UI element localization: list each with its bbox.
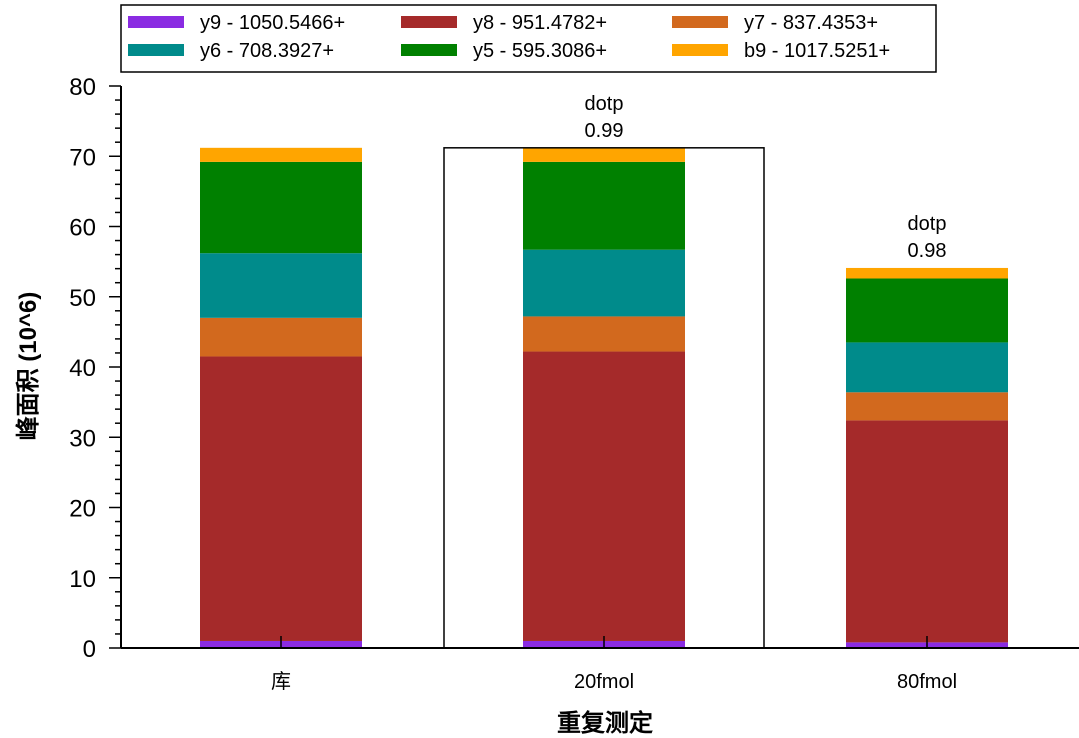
x-tick-label: 库 <box>271 670 291 693</box>
legend-label: y5 - 595.3086+ <box>473 40 607 62</box>
y-tick-label: 70 <box>69 144 96 171</box>
y-tick-label: 0 <box>83 636 96 663</box>
bar-segment[interactable] <box>200 147 362 162</box>
bar-segment[interactable] <box>200 356 362 641</box>
x-tick-label: 20fmol <box>574 671 634 693</box>
bar-segment[interactable] <box>200 317 362 357</box>
bar-segment[interactable] <box>846 392 1008 421</box>
bar-segment[interactable] <box>846 420 1008 643</box>
bar-segment[interactable] <box>523 161 685 250</box>
legend-swatch <box>401 44 457 56</box>
y-tick-label: 60 <box>69 215 96 242</box>
legend-label: y9 - 1050.5466+ <box>200 12 345 34</box>
legend-box <box>120 4 937 73</box>
bar-segment[interactable] <box>846 278 1008 343</box>
legend-label: y6 - 708.3927+ <box>200 40 334 62</box>
bar-segment[interactable] <box>523 351 685 641</box>
legend-swatch <box>128 44 184 56</box>
y-tick-label: 40 <box>69 355 96 382</box>
bar-segment[interactable] <box>200 253 362 318</box>
bar-segment[interactable] <box>523 316 685 352</box>
legend-label: y7 - 837.4353+ <box>744 12 878 34</box>
x-axis-title: 重复测定 <box>557 709 653 737</box>
bar-segment[interactable] <box>523 249 685 317</box>
legend: y9 - 1050.5466+ y8 - 951.4782+ y7 - 837.43… <box>120 4 937 73</box>
legend-swatch <box>672 16 728 28</box>
y-tick-label: 10 <box>69 566 96 593</box>
bar-segment[interactable] <box>846 267 1008 279</box>
y-tick-label: 20 <box>69 496 96 523</box>
x-tick-label: 80fmol <box>897 671 957 693</box>
dotp-value: 0.98 <box>908 240 947 262</box>
legend-swatch <box>401 16 457 28</box>
bar-segment[interactable] <box>523 147 685 162</box>
legend-swatch <box>672 44 728 56</box>
y-axis-title: 峰面积 (10^6) <box>14 292 42 441</box>
dotp-label: dotp <box>585 93 624 115</box>
y-tick-label: 80 <box>69 74 96 101</box>
y-tick-label: 50 <box>69 285 96 312</box>
dotp-label: dotp <box>908 213 947 235</box>
legend-swatch <box>128 16 184 28</box>
legend-label: b9 - 1017.5251+ <box>744 40 890 62</box>
bar-segment[interactable] <box>200 161 362 254</box>
bar-segment[interactable] <box>846 342 1008 393</box>
axes-group: 0 10 20 30 40 50 60 70 80 库 20fmol 80fmol <box>69 74 1079 693</box>
bars-group: dotp 0.99 dotp 0.98 <box>200 93 1008 649</box>
y-tick-label: 30 <box>69 425 96 452</box>
legend-label: y8 - 951.4782+ <box>473 12 607 34</box>
dotp-value: 0.99 <box>585 120 624 142</box>
